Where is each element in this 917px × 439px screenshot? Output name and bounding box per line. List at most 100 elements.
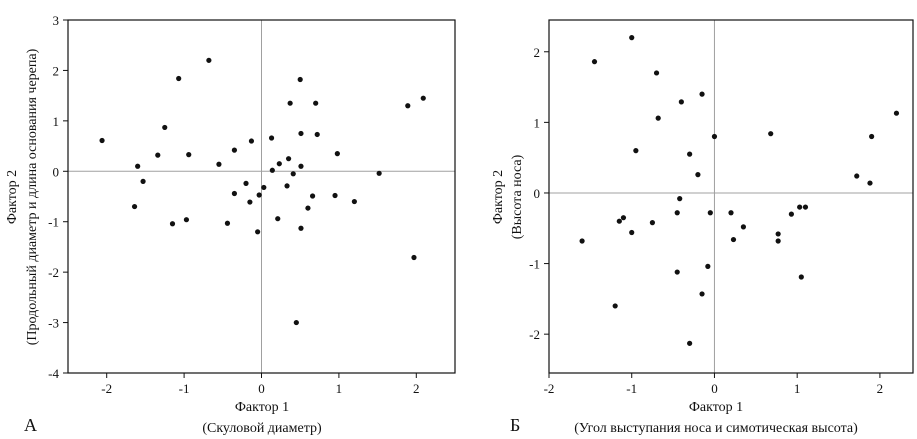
data-point-a [332, 192, 338, 199]
y-tick-label-a: 0 [53, 164, 60, 179]
x-tick-label-a: 2 [413, 381, 420, 396]
data-point-b [629, 35, 635, 41]
data-point-b [797, 204, 803, 210]
y-tick-label-a: -2 [48, 265, 59, 280]
data-point-b [653, 70, 660, 76]
x-tick-group-a: -2 -1 0 1 2 [101, 373, 420, 396]
data-point-b [854, 173, 860, 179]
data-point-b [867, 180, 873, 186]
data-point-a [261, 184, 267, 191]
data-point-b [655, 115, 661, 121]
data-point-a [162, 124, 168, 131]
data-point-a [313, 100, 319, 106]
data-point-b [591, 59, 598, 65]
x-tick-label-b: -2 [544, 381, 555, 396]
data-point-b [802, 204, 809, 210]
panel-label-b: Б [510, 415, 520, 435]
data-point-a [376, 170, 382, 176]
data-point-b [687, 340, 693, 346]
data-point-a [334, 151, 340, 157]
data-point-a [351, 198, 357, 205]
data-point-a [285, 156, 292, 162]
data-point-a [176, 75, 182, 82]
data-point-a [216, 161, 222, 167]
y-tick-group-b: -2 -1 0 1 2 [529, 45, 549, 342]
data-point-a [256, 192, 262, 198]
x-tick-label-a: -2 [101, 381, 112, 396]
data-point-b [695, 172, 701, 178]
plot-frame-b [548, 19, 914, 374]
y-axis-sublabel-b: (Высота носа) [510, 154, 525, 239]
data-point-b [893, 110, 900, 116]
data-point-a [131, 203, 138, 210]
chart-panel-b: -2 -1 0 1 2 -2 -1 0 1 2 Фактор 1 (Угол выступани… [491, 19, 914, 436]
data-point-a [169, 221, 176, 227]
data-point-a [298, 225, 304, 231]
data-point-a [276, 161, 282, 167]
data-point-b [730, 236, 737, 243]
chart-panel-a: -2 -1 0 1 2 -4 -3 -2 -1 0 1 2 3 Фактор 1 (Скуловой … [5, 13, 456, 436]
y-tick-label-b: 1 [534, 115, 541, 130]
data-point-a [275, 216, 281, 222]
data-point-b [629, 229, 635, 236]
data-point-b [798, 274, 804, 280]
data-point-a [287, 100, 293, 106]
data-point-a [297, 76, 303, 83]
data-point-b [620, 215, 627, 221]
data-points-b [579, 35, 900, 346]
x-tick-group-b: -2 -1 0 1 2 [544, 373, 884, 396]
data-point-b [775, 231, 781, 237]
y-tick-label-a: -3 [48, 316, 59, 331]
x-axis-label-b: Фактор 1 [689, 400, 743, 415]
data-point-b [740, 224, 747, 230]
x-tick-label-b: 1 [794, 381, 801, 396]
data-point-b [678, 99, 684, 105]
data-point-b [687, 151, 693, 157]
data-point-a [298, 163, 304, 169]
data-point-a [186, 152, 192, 158]
data-point-a [224, 220, 231, 226]
y-tick-label-a: -1 [48, 215, 59, 230]
panel-label-a: А [24, 415, 37, 435]
x-tick-label-a: -1 [179, 381, 190, 396]
data-point-b [788, 211, 794, 217]
y-tick-label-a: 3 [53, 13, 60, 28]
data-point-b [674, 210, 680, 216]
data-point-b [775, 238, 781, 244]
data-point-b [579, 238, 585, 244]
data-point-a [284, 183, 290, 189]
y-tick-group-a: -4 -3 -2 -1 0 1 2 3 [48, 13, 68, 381]
data-point-a [405, 103, 411, 109]
data-point-b [616, 218, 622, 224]
data-points-a [99, 57, 426, 326]
y-tick-label-a: 1 [53, 114, 60, 129]
data-point-a [305, 205, 311, 211]
y-axis-sublabel-a: (Продольный диаметр и длина основания че… [25, 48, 40, 345]
x-tick-label-a: 0 [258, 381, 265, 396]
data-point-a [135, 163, 141, 169]
data-point-a [140, 178, 146, 184]
y-tick-label-a: -4 [48, 366, 59, 381]
x-tick-label-b: 0 [711, 381, 718, 396]
data-point-a [290, 171, 296, 177]
data-point-a [314, 131, 320, 138]
data-point-b [674, 269, 680, 275]
data-point-b [677, 196, 683, 202]
y-tick-label-b: 0 [534, 186, 541, 201]
x-tick-label-b: 2 [877, 381, 884, 396]
y-tick-label-b: 2 [534, 45, 541, 60]
x-axis-label-a: Фактор 1 [235, 400, 289, 415]
data-point-a [411, 254, 417, 261]
data-point-a [269, 167, 275, 173]
data-point-b [705, 263, 711, 269]
data-point-a [298, 130, 304, 137]
data-point-a [183, 217, 190, 223]
data-point-a [231, 190, 238, 197]
data-point-b [699, 91, 705, 97]
data-point-a [243, 180, 249, 186]
data-point-b [711, 133, 718, 140]
y-axis-label-b: Фактор 2 [491, 170, 506, 224]
data-point-a [206, 57, 212, 63]
data-point-a [155, 152, 161, 158]
